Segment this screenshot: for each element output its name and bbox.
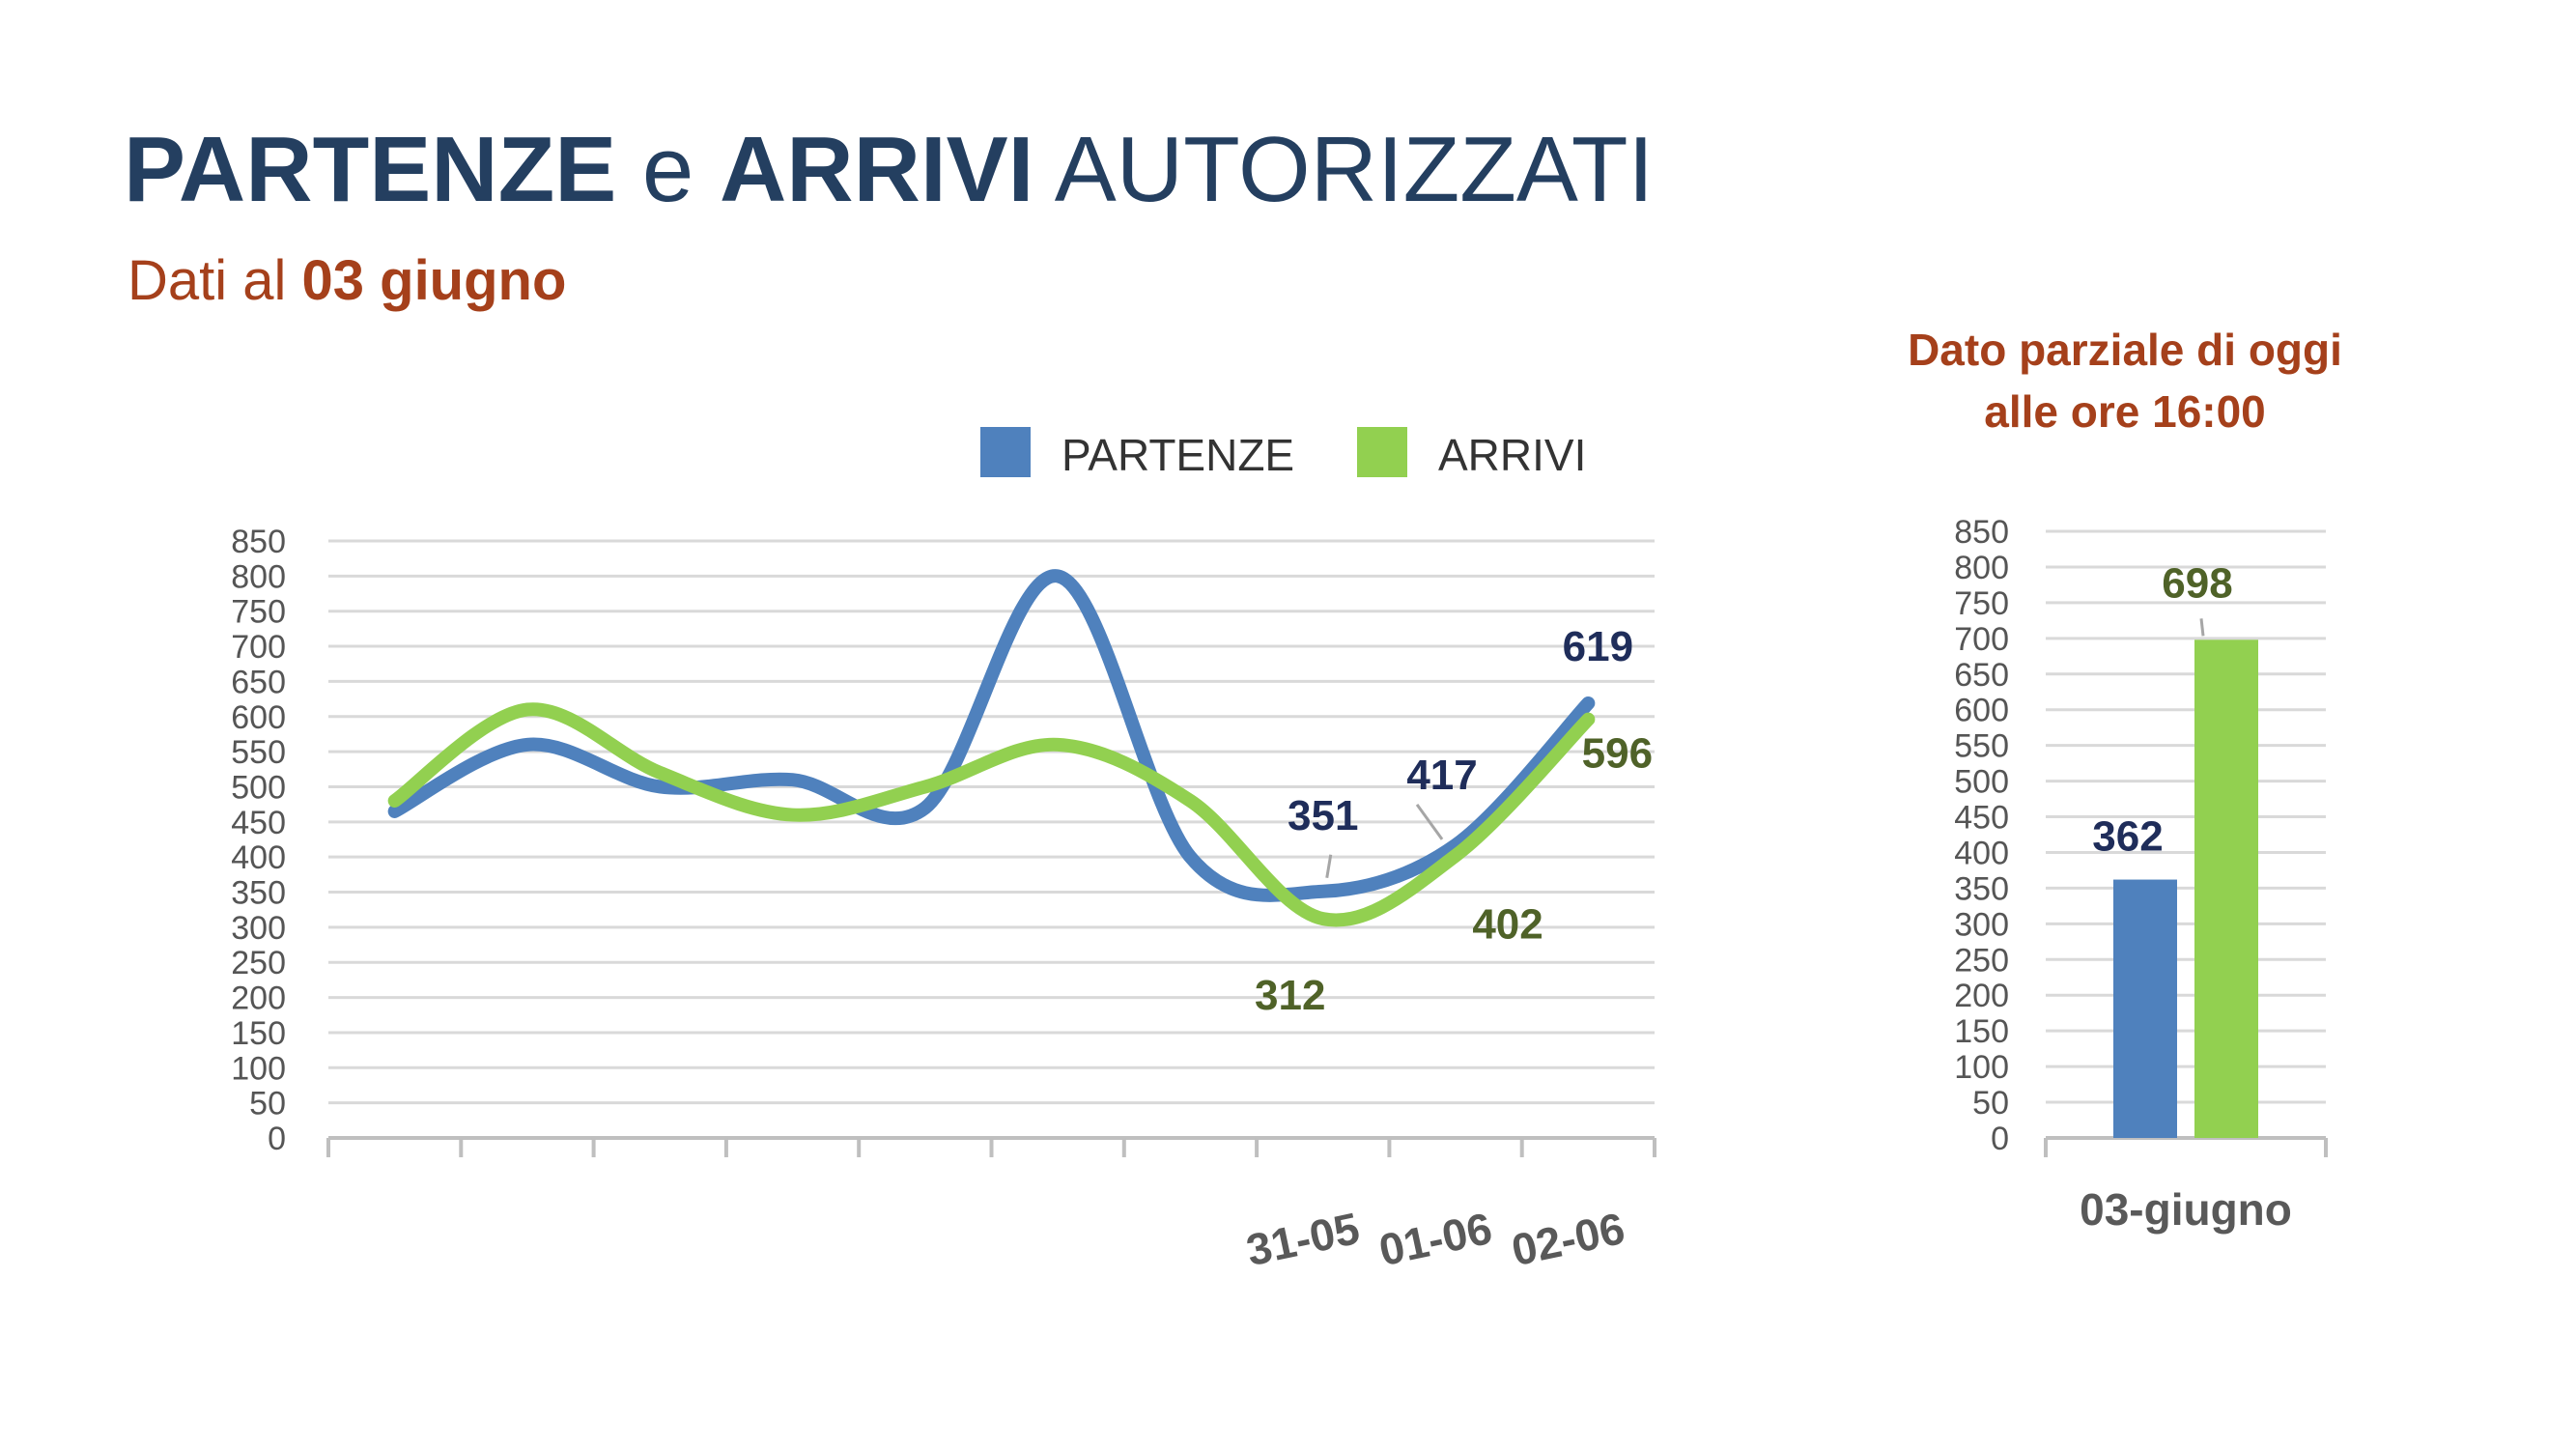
bar-chart-y-tick: 350 [1954,870,2009,907]
bar-chart-y-tick: 0 [1991,1121,2009,1157]
bar-partenze [2113,879,2177,1138]
subtitle-date: 03 giugno [301,249,567,312]
partial-data-note-line1: Dato parziale di oggi [1908,325,2342,375]
legend-swatch-partenze [980,427,1031,477]
line-data-label-partenze: 351 [1288,792,1358,839]
bar-chart-y-tick: 650 [1954,657,2009,694]
title-connector: e [616,118,720,221]
line-chart-y-tick: 350 [231,875,286,912]
partial-data-note: Dato parziale di oggi alle ore 16:00 [1826,319,2424,442]
data-label-leader [2199,618,2205,637]
bar-chart-y-tick: 300 [1954,906,2009,943]
line-series-arrivi [387,702,1596,927]
line-data-label-partenze: 619 [1563,623,1633,670]
data-label-leader [1415,803,1444,840]
line-data-label-arrivi: 596 [1582,730,1653,778]
line-chart-y-tick: 150 [231,1015,286,1052]
line-chart-y-tick: 750 [231,594,286,631]
page-title: PARTENZE e ARRIVI AUTORIZZATI [124,124,1654,216]
line-data-label-partenze: 417 [1406,752,1477,799]
line-chart-y-tick: 300 [231,910,286,947]
line-chart-x-label: 31-05 [1242,1203,1364,1275]
bar-chart-y-tick: 700 [1954,621,2009,658]
bar-chart-y-tick: 550 [1954,728,2009,765]
legend-label-partenze: PARTENZE [1062,430,1295,480]
line-chart-y-tick: 50 [249,1086,286,1122]
line-chart-y-tick: 650 [231,664,286,700]
title-autorizzati: AUTORIZZATI [1033,118,1655,221]
line-series-partenze [387,569,1596,902]
line-chart-y-tick: 400 [231,839,286,876]
line-chart-y-tick: 0 [268,1121,286,1157]
bar-chart-y-tick: 500 [1954,764,2009,801]
page-subtitle: Dati al 03 giugno [127,253,566,309]
line-chart-y-tick: 200 [231,980,286,1017]
line-chart-y-tick: 500 [231,769,286,806]
line-data-label-arrivi: 402 [1472,901,1543,949]
line-chart-y-tick: 450 [231,805,286,841]
line-chart-y-tick: 600 [231,699,286,736]
bar-chart-y-tick: 200 [1954,978,2009,1014]
line-chart-y-tick: 550 [231,734,286,771]
bar-chart-y-tick: 750 [1954,585,2009,622]
bar-chart-y-tick: 450 [1954,800,2009,837]
line-chart-y-tick: 800 [231,558,286,595]
bar-data-label-arrivi: 698 [2162,559,2232,607]
bar-chart-x-label: 03-giugno [2080,1184,2292,1235]
line-chart-y-tick: 100 [231,1050,286,1087]
bar-chart-y-tick: 600 [1954,693,2009,729]
bar-arrivi [2194,639,2258,1138]
line-chart: 0501001502002503003504004505005506006507… [231,524,1656,1275]
subtitle-prefix: Dati al [127,249,302,312]
bar-chart: 0501001502002503003504004505005506006507… [1954,514,2328,1235]
line-chart-y-tick: 850 [231,524,286,560]
bar-chart-y-tick: 150 [1954,1013,2009,1050]
title-partenze: PARTENZE [124,118,617,221]
bar-data-label-partenze: 362 [2092,813,2163,861]
line-data-label-arrivi: 312 [1255,972,1325,1019]
legend-label-arrivi: ARRIVI [1438,430,1587,480]
line-chart-y-tick: 700 [231,629,286,666]
line-chart-y-tick: 250 [231,945,286,981]
title-arrivi: ARRIVI [719,118,1034,221]
bar-chart-y-tick: 250 [1954,942,2009,979]
line-chart-x-label: 01-06 [1374,1203,1496,1275]
bar-chart-y-tick: 50 [1972,1085,2009,1122]
bar-chart-y-tick: 400 [1954,835,2009,871]
bar-chart-y-tick: 800 [1954,550,2009,586]
legend-swatch-arrivi [1357,427,1407,477]
line-chart-x-label: 02-06 [1508,1203,1629,1275]
partial-data-note-line2: alle ore 16:00 [1984,386,2266,437]
bar-chart-y-tick: 850 [1954,514,2009,551]
data-label-leader [1325,854,1333,879]
bar-chart-y-tick: 100 [1954,1049,2009,1086]
